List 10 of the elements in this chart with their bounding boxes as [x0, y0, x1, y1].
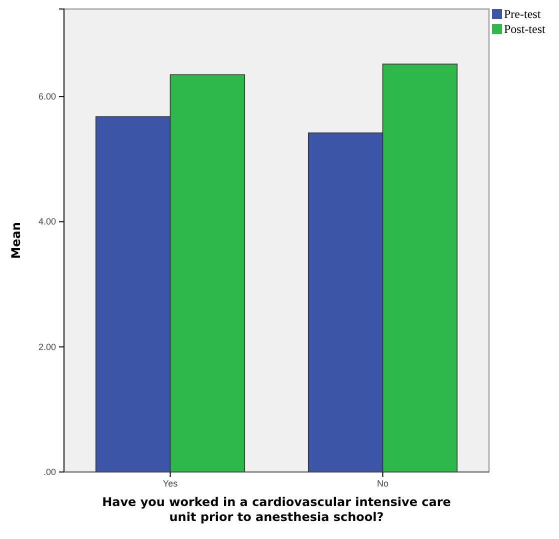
x-tick-label: Yes — [162, 478, 178, 488]
legend-label: Post-test — [504, 22, 546, 36]
y-tick-label: 2.00 — [38, 342, 56, 352]
y-axis-title: Mean — [9, 222, 23, 259]
y-tick-label: 6.00 — [38, 91, 56, 102]
x-axis-title: Have you worked in a cardiovascular intensive care unit prior to anesthesia school? — [102, 495, 451, 524]
y-tick-label: 4.00 — [38, 216, 56, 227]
y-tick-label: .00 — [43, 466, 56, 477]
legend-label: Pre-test — [504, 7, 542, 21]
x-tick-label: No — [376, 478, 389, 488]
